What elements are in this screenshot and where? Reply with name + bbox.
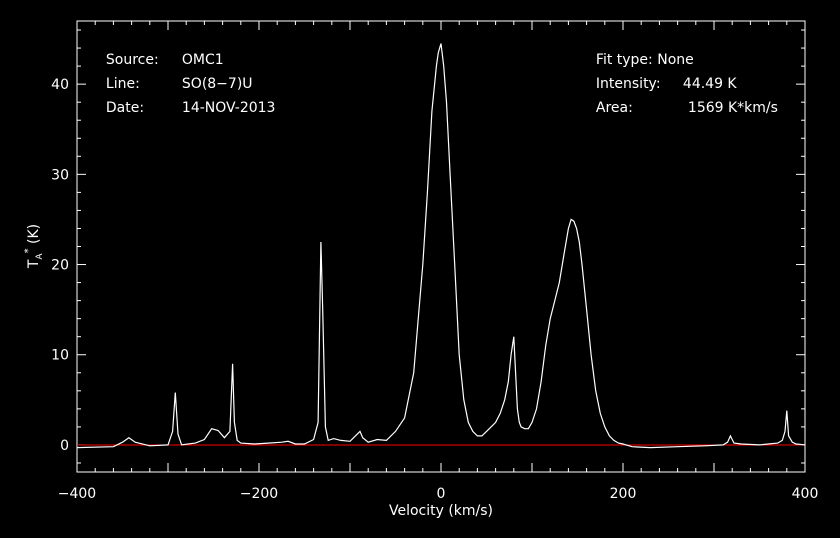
- source-label: Source:: [105, 52, 159, 68]
- line-row: Line: SO(8−7)U: [97, 60, 253, 92]
- y-label-superscript: *: [23, 248, 34, 253]
- date-label: Date:: [105, 100, 145, 116]
- y-label-symbol: T: [26, 259, 42, 269]
- spectrum-series-line: [76, 43, 806, 449]
- x-tick-label: −200: [240, 486, 278, 502]
- y-axis-label: TA* (K): [23, 224, 45, 269]
- y-label-subscript: A: [35, 253, 45, 260]
- date-row: Date: 14-NOV-2013: [97, 84, 276, 116]
- svg-text:TA* (K): TA* (K): [23, 224, 45, 269]
- area-value: 1569 K*km/s: [687, 100, 778, 116]
- x-tick-labels: −400 −200 0 200 400: [58, 486, 819, 502]
- y-tick-label: 20: [51, 258, 69, 274]
- line-label: Line:: [105, 76, 140, 92]
- intensity-row: Intensity: 44.49 K: [587, 60, 737, 92]
- x-tick-label: −400: [58, 486, 96, 502]
- fit-type-label: Fit type:: [595, 52, 653, 68]
- x-tick-label: 200: [610, 486, 637, 502]
- y-label-unit: (K): [26, 224, 42, 249]
- y-tick-label: 40: [51, 77, 69, 93]
- intensity-label: Intensity:: [595, 76, 661, 92]
- line-value: SO(8−7)U: [181, 76, 253, 92]
- area-row: Area: 1569 K*km/s: [587, 84, 778, 116]
- x-axis-label: Velocity (km/s): [389, 503, 493, 519]
- intensity-value: 44.49 K: [682, 76, 737, 92]
- y-tick-label: 0: [60, 438, 69, 454]
- date-value: 14-NOV-2013: [181, 100, 276, 116]
- fit-type-row: Fit type: None: [587, 36, 694, 68]
- fit-type-value: None: [657, 52, 694, 68]
- x-tick-label: 400: [792, 486, 819, 502]
- y-tick-label: 10: [51, 348, 69, 364]
- y-tick-labels: 0 10 20 30 40: [51, 77, 69, 454]
- x-tick-label: 0: [437, 486, 446, 502]
- source-row: Source: OMC1: [97, 36, 224, 68]
- y-tick-label: 30: [51, 167, 69, 183]
- area-label: Area:: [595, 100, 633, 116]
- source-value: OMC1: [181, 52, 224, 68]
